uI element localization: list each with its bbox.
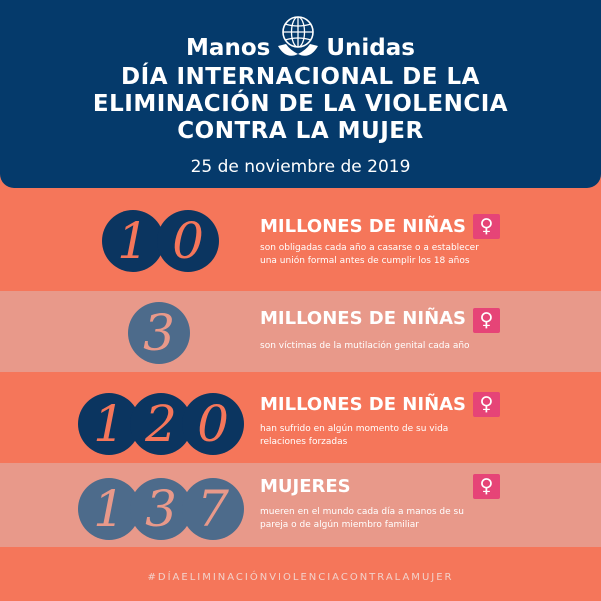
brand-name-left: Manos — [186, 35, 271, 61]
stat-1-desc-line-2: una unión formal antes de cumplir los 18… — [260, 256, 470, 266]
page-title: DÍA INTERNACIONAL DE LA ELIMINACIÓN DE L… — [0, 64, 601, 145]
stat-4-digit-2: 3 — [130, 478, 192, 540]
stat-3-description: han sufrido en algún momento de su vida … — [260, 423, 480, 449]
stat-4-digit-3: 7 — [182, 478, 244, 540]
stat-3-digit-1: 1 — [78, 393, 140, 455]
stat-3-desc-line-2: relaciones forzadas — [260, 437, 348, 447]
stat-1-description: son obligadas cada año a casarse o a est… — [260, 242, 480, 268]
header-banner: Manos Unidas DÍA INTERNACIONAL DE LA ELI… — [0, 0, 601, 188]
stat-4-digit-1: 1 — [78, 478, 140, 540]
stat-4-description: mueren en el mundo cada día a manos de s… — [260, 506, 480, 532]
stat-4-headline: MUJERES — [260, 476, 351, 497]
stat-row-2 — [0, 291, 601, 375]
stat-4-desc-line-1: mueren en el mundo cada día a manos de s… — [260, 507, 464, 517]
brand-name-right: Unidas — [326, 35, 415, 61]
title-line-3: CONTRA LA MUJER — [177, 118, 424, 144]
event-date: 25 de noviembre de 2019 — [190, 157, 411, 177]
stat-row-1 — [0, 205, 601, 289]
hashtag: #DÍAELIMINACIÓNVIOLENCIACONTRALAMUJER — [147, 572, 454, 583]
stat-3-digit-2: 2 — [130, 393, 192, 455]
brand-logo: Manos Unidas — [0, 12, 601, 62]
stat-3-headline: MILLONES DE NIÑAS — [260, 394, 467, 415]
stat-2-description: son víctimas de la mutilación genital ca… — [260, 340, 480, 353]
venus-icon: ♀ — [473, 308, 500, 333]
venus-icon: ♀ — [473, 214, 500, 239]
stat-1-digit-2: 0 — [157, 210, 219, 272]
globe-hands-logo-icon — [278, 16, 319, 56]
stat-3-digit-3: 0 — [182, 393, 244, 455]
title-line-1: DÍA INTERNACIONAL DE LA — [121, 64, 480, 90]
stat-4-desc-line-2: pareja o de algún miembro familiar — [260, 520, 419, 530]
stat-2-desc-line-1: son víctimas de la mutilación genital ca… — [260, 341, 470, 351]
title-line-2: ELIMINACIÓN DE LA VIOLENCIA — [92, 91, 509, 117]
stat-2-headline: MILLONES DE NIÑAS — [260, 308, 467, 329]
stat-2-digit-1: 3 — [128, 302, 190, 364]
stat-1-headline: MILLONES DE NIÑAS — [260, 216, 467, 237]
venus-icon: ♀ — [473, 474, 500, 499]
stat-1-digit-1: 1 — [102, 210, 164, 272]
stat-1-desc-line-1: son obligadas cada año a casarse o a est… — [260, 243, 479, 253]
venus-icon: ♀ — [473, 392, 500, 417]
stat-3-desc-line-1: han sufrido en algún momento de su vida — [260, 424, 449, 434]
